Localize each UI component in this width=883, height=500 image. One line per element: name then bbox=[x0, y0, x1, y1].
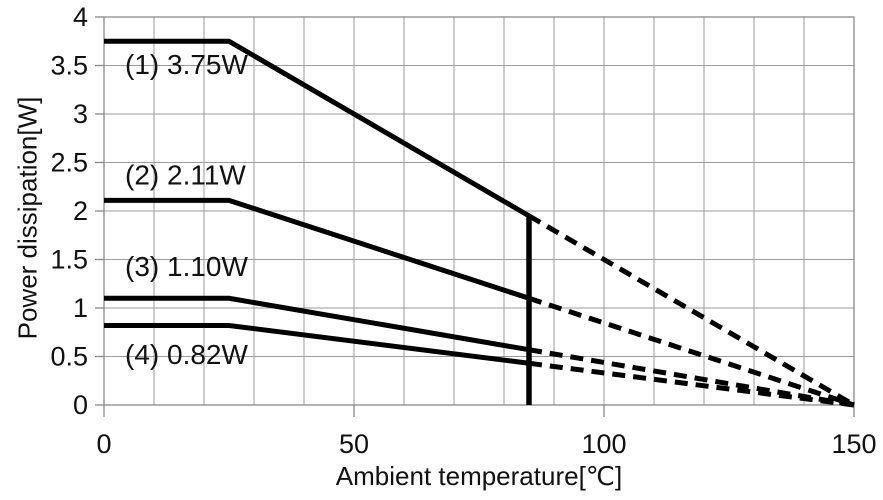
y-tick-label: 0 bbox=[73, 390, 88, 420]
series-label: (1) 3.75W bbox=[125, 49, 248, 80]
y-tick-label: 4 bbox=[73, 2, 88, 32]
series-line-dashed bbox=[528, 347, 855, 408]
series-line-solid bbox=[104, 322, 530, 366]
series-label: (2) 2.11W bbox=[125, 160, 246, 191]
series-label: (4) 0.82W bbox=[125, 339, 248, 370]
series-label: (3) 1.10W bbox=[125, 251, 248, 282]
series-line-dashed bbox=[528, 360, 855, 408]
y-tick-label: 3.5 bbox=[50, 51, 88, 81]
y-tick-label: 2.5 bbox=[50, 148, 88, 178]
x-axis-title: Ambient temperature[℃] bbox=[335, 461, 623, 491]
y-tick-label: 3 bbox=[73, 99, 88, 129]
x-tick-label: 50 bbox=[339, 429, 369, 459]
y-axis-title: Power dissipation[W] bbox=[12, 96, 43, 340]
x-tick-label: 100 bbox=[581, 429, 626, 459]
x-tick-label: 0 bbox=[96, 429, 111, 459]
series-line-solid bbox=[104, 38, 531, 219]
series-line-dashed bbox=[527, 213, 856, 408]
series-line-dashed bbox=[528, 295, 855, 408]
series-line-solid bbox=[104, 197, 530, 301]
y-tick-label: 1.5 bbox=[50, 245, 88, 275]
x-tick-label: 150 bbox=[831, 429, 876, 459]
y-tick-label: 0.5 bbox=[50, 342, 88, 372]
series-line-solid bbox=[104, 295, 530, 353]
y-tick-label: 1 bbox=[73, 293, 88, 323]
y-tick-label: 2 bbox=[73, 196, 88, 226]
